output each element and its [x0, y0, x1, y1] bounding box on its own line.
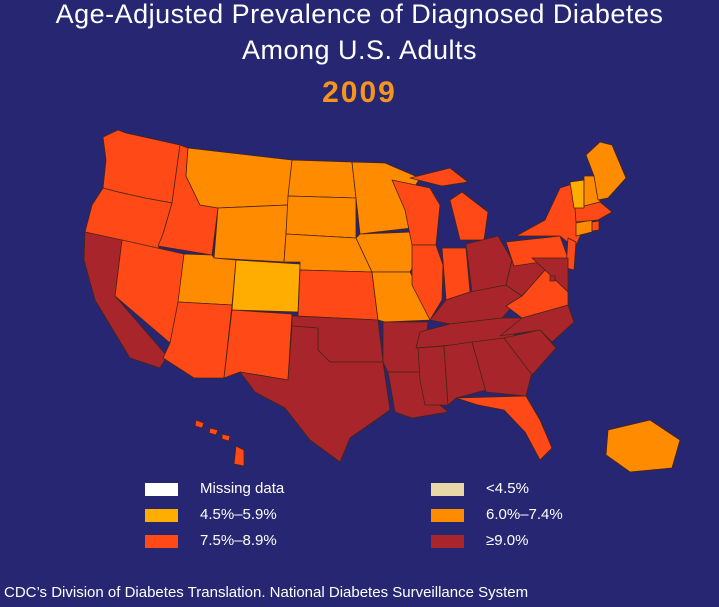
state-ct: [575, 219, 593, 237]
legend-swatch-7-5-8-9: [145, 535, 178, 548]
state-il: [411, 244, 444, 321]
legend-swatch-missing: [145, 483, 178, 496]
state-fl: [455, 395, 553, 461]
state-co: [231, 259, 301, 313]
state-ks: [297, 269, 379, 321]
state-hi: [194, 419, 245, 467]
legend-swatch-4-5-5-9: [145, 509, 178, 522]
state-tx: [239, 325, 391, 463]
state-oh: [465, 235, 513, 293]
map-year: 2009: [322, 76, 397, 109]
state-ak: [605, 419, 681, 473]
state-mt: [185, 147, 293, 209]
state-nm: [223, 309, 293, 381]
state-ga: [471, 337, 533, 397]
state-md: [531, 257, 569, 293]
state-vt: [569, 179, 585, 209]
state-sc: [503, 329, 557, 376]
legend-label-ge9-0: ≥9.0%: [486, 532, 529, 549]
map-title-line2: Among U.S. Adults: [241, 35, 478, 65]
state-wy: [213, 204, 289, 263]
legend-label-missing: Missing data: [200, 480, 285, 497]
state-ms: [417, 345, 449, 406]
state-ri: [591, 220, 600, 232]
legend-swatch-ge9-0: [431, 535, 464, 548]
legend-swatch-6-0-7-4: [431, 509, 464, 522]
legend-label-4-5-5-9: 4.5%–5.9%: [200, 506, 277, 523]
state-nd: [287, 159, 357, 199]
state-sd: [285, 195, 357, 239]
state-in: [441, 247, 471, 301]
state-ut: [177, 253, 237, 306]
state-mi: [409, 167, 489, 241]
legend-label-6-0-7-4: 6.0%–7.4%: [486, 506, 563, 523]
state-me: [585, 141, 627, 201]
state-nh: [583, 175, 601, 207]
legend-swatch-lt4-5: [431, 483, 464, 496]
state-al: [443, 341, 487, 406]
state-dc: [549, 275, 556, 282]
legend-label-7-5-8-9: 7.5%–8.9%: [200, 532, 277, 549]
legend-label-lt4-5: <4.5%: [486, 480, 529, 497]
map-title-line1: Age-Adjusted Prevalence of Diagnosed Dia…: [55, 0, 664, 29]
source-footer: CDC’s Division of Diabetes Translation. …: [4, 584, 529, 601]
